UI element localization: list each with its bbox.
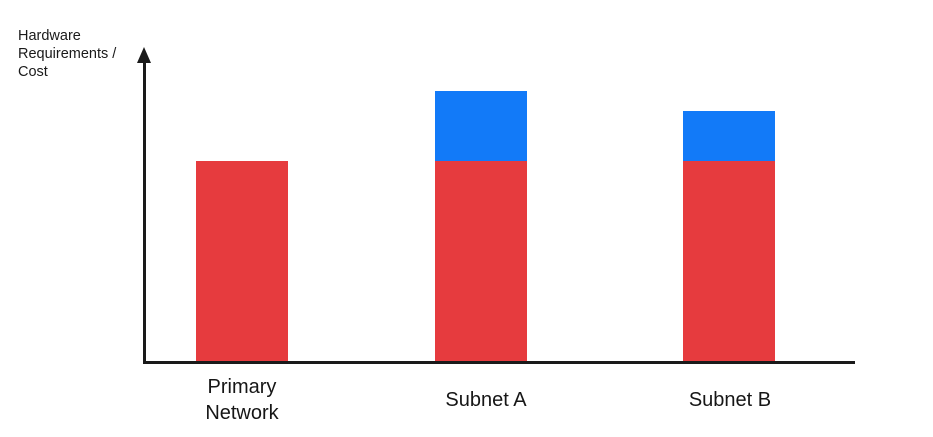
x-tick-label-primary-network: Primary Network	[205, 376, 279, 424]
blue-segment-subnet-a	[435, 91, 527, 161]
y-axis	[143, 58, 146, 363]
red-segment-subnet-a	[435, 161, 527, 361]
x-tick-label-subnet-a: Subnet A	[445, 389, 527, 411]
red-segment-subnet-b	[683, 161, 775, 361]
bar-primary-network	[196, 161, 288, 361]
bar-subnet-b	[683, 111, 775, 361]
y-axis-arrowhead-icon	[137, 47, 151, 63]
blue-segment-subnet-b	[683, 111, 775, 161]
y-axis-label: Hardware Requirements / Cost	[18, 28, 117, 80]
x-axis	[143, 361, 855, 364]
red-segment-primary-network	[196, 161, 288, 361]
bar-subnet-a	[435, 91, 527, 361]
x-tick-label-subnet-b: Subnet B	[688, 389, 772, 411]
